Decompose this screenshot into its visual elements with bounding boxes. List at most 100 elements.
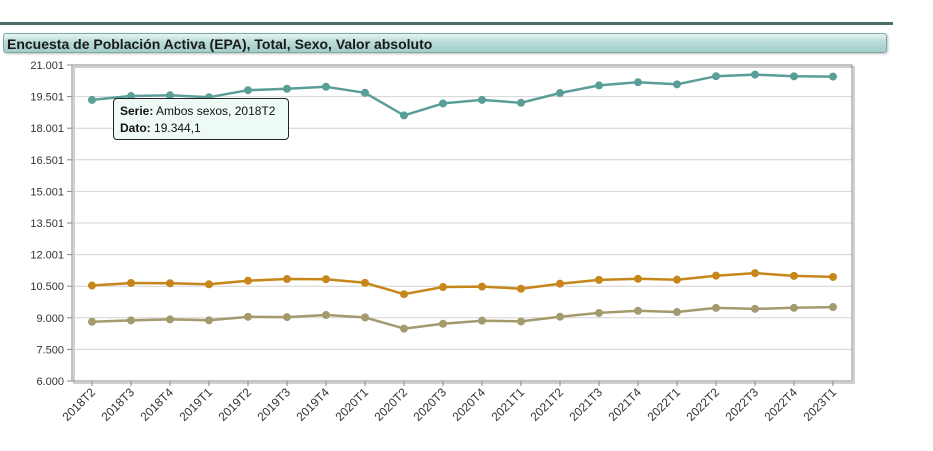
data-point[interactable] [829,272,837,281]
data-point[interactable] [283,275,291,284]
x-tick-label: 2018T2 [59,385,98,424]
data-point[interactable] [127,316,135,325]
data-point[interactable] [634,78,642,87]
y-tick-label: 6.000 [36,376,64,388]
data-point[interactable] [712,72,720,81]
data-point[interactable] [88,95,96,104]
data-point[interactable] [712,271,720,280]
x-tick-label: 2019T4 [293,385,332,424]
x-tick-label: 2021T2 [527,385,566,424]
data-point[interactable] [556,279,564,288]
x-tick-label: 2019T1 [176,385,215,424]
data-point[interactable] [478,95,486,104]
data-point[interactable] [673,308,681,317]
data-point[interactable] [790,72,798,81]
data-point[interactable] [322,275,330,284]
data-point[interactable] [478,282,486,291]
chart-title-bar: Encuesta de Población Activa (EPA), Tota… [3,33,887,53]
x-tick-label: 2022T3 [722,385,761,424]
data-point[interactable] [517,98,525,107]
y-tick-label: 21.001 [30,60,64,72]
data-point[interactable] [556,312,564,321]
x-tick-label: 2020T2 [371,385,410,424]
plot-frame [71,64,855,384]
data-point[interactable] [829,72,837,81]
data-point[interactable] [361,313,369,322]
data-point[interactable] [322,310,330,319]
x-tick-label: 2021T1 [488,385,527,424]
data-point[interactable] [127,279,135,288]
y-tick-label: 13.501 [30,218,64,230]
data-point[interactable] [439,283,447,292]
data-point[interactable] [439,319,447,328]
data-point[interactable] [595,81,603,90]
x-tick-label: 2021T4 [605,385,644,424]
data-point[interactable] [322,82,330,91]
data-point[interactable] [478,316,486,325]
data-point[interactable] [400,111,408,120]
x-tick-label: 2021T3 [566,385,605,424]
series-1 [88,70,837,120]
y-tick-label: 16.501 [30,155,64,167]
data-point[interactable] [673,80,681,89]
y-axis-labels: 21.001 19.501 18.001 16.501 15.001 13.501 12.0… [30,60,64,388]
data-point[interactable] [283,84,291,93]
data-point[interactable] [88,281,96,290]
data-point[interactable] [751,269,759,278]
plot-border [71,64,853,382]
series-3 [88,303,837,333]
series-line [91,271,834,296]
x-tick-label: 2018T3 [98,385,137,424]
x-tick-label: 2020T1 [332,385,371,424]
tooltip-dato-label: Dato: [120,121,151,135]
data-point[interactable] [556,89,564,98]
data-point[interactable] [517,317,525,326]
data-point[interactable] [361,88,369,97]
plot-shadow [73,66,855,384]
x-axis-labels: 2018T2 2018T3 2018T4 2019T1 2019T2 2019T3 2019… [59,381,839,424]
data-point[interactable] [751,304,759,313]
data-tooltip: Serie: Ambos sexos, 2018T2 Dato: 19.344,… [113,98,289,140]
data-point[interactable] [244,86,252,95]
data-point[interactable] [595,308,603,317]
data-point[interactable] [634,274,642,283]
tooltip-serie-label: Serie: [120,104,154,118]
data-point[interactable] [166,279,174,288]
data-point[interactable] [400,290,408,299]
x-tick-label: 2020T4 [449,385,488,424]
y-tick-label: 7.500 [36,344,64,356]
tooltip-dato-value: 19.344,1 [154,121,201,135]
data-point[interactable] [244,276,252,285]
data-point[interactable] [634,306,642,315]
series-2 [88,269,837,299]
data-point[interactable] [205,280,213,289]
data-point[interactable] [829,303,837,312]
data-point[interactable] [790,303,798,312]
data-point[interactable] [205,316,213,325]
x-tick-label: 2020T3 [410,385,449,424]
data-point[interactable] [517,284,525,293]
data-point[interactable] [283,313,291,322]
data-point[interactable] [439,99,447,108]
data-point[interactable] [166,315,174,324]
data-point[interactable] [244,312,252,321]
data-point[interactable] [595,275,603,284]
y-tick-label: 18.001 [30,123,64,135]
chart-title: Encuesta de Población Activa (EPA), Tota… [7,36,433,52]
x-tick-label: 2022T4 [761,385,800,424]
x-tick-label: 2022T2 [683,385,722,424]
series-line [91,73,834,117]
y-tick-label: 12.001 [30,250,64,262]
data-point[interactable] [361,278,369,287]
data-point[interactable] [751,70,759,79]
top-rule [0,22,893,25]
data-point[interactable] [400,324,408,333]
data-point[interactable] [712,303,720,312]
data-point[interactable] [88,317,96,326]
data-point[interactable] [673,275,681,284]
y-tick-label: 9.000 [36,313,64,325]
data-point[interactable] [790,271,798,280]
series-group [88,70,837,333]
y-tick-label: 19.501 [30,92,64,104]
